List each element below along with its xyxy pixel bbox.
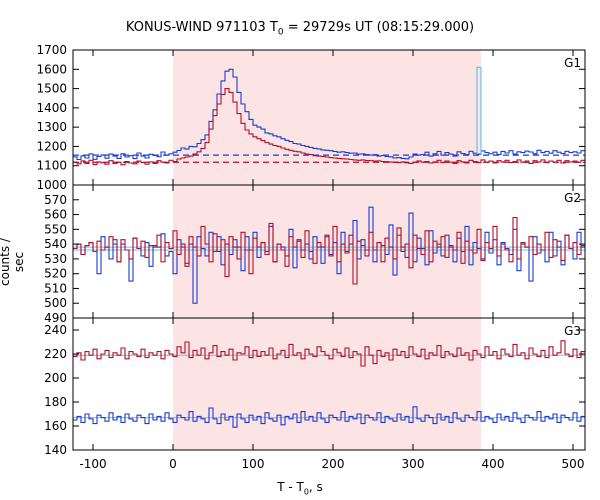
spike-g1	[476, 66, 482, 155]
y-tick-label-g1: 1600	[36, 62, 67, 76]
y-tick-label-g2: 490	[44, 311, 67, 325]
series-g1-1	[73, 88, 585, 166]
series-g2-1	[73, 216, 585, 285]
panel-frame-g3	[72, 317, 586, 451]
panel-name-g3: G3	[564, 324, 581, 338]
y-tick-label-g2: 540	[44, 237, 67, 251]
y-tick-label-g3: 240	[44, 323, 67, 337]
series-g3-1	[73, 406, 585, 428]
x-tick-label: 400	[482, 457, 505, 471]
x-tick-label: 200	[322, 457, 345, 471]
y-tick-label-g3: 180	[44, 395, 67, 409]
series-g1-0	[73, 68, 585, 161]
y-tick-label-g1: 1500	[36, 82, 67, 96]
y-tick-label-g3: 220	[44, 347, 67, 361]
y-tick-label-g1: 1000	[36, 178, 67, 192]
x-tick-label: 300	[402, 457, 425, 471]
y-tick-label-g2: 550	[44, 222, 67, 236]
y-tick-label-g1: 1100	[36, 159, 67, 173]
x-tick-label: 100	[242, 457, 265, 471]
panel-name-g1: G1	[564, 56, 581, 70]
y-tick-label-g3: 140	[44, 443, 67, 457]
x-tick-label: 500	[562, 457, 585, 471]
y-tick-label-g3: 160	[44, 419, 67, 433]
series-g3-0	[73, 340, 585, 367]
y-tick-label-g2: 510	[44, 281, 67, 295]
y-tick-label-g1: 1400	[36, 101, 67, 115]
y-tick-label-g1: 1200	[36, 139, 67, 153]
y-tick-label-g2: 520	[44, 267, 67, 281]
x-tick-label: 0	[169, 457, 177, 471]
x-axis-label: T - T0, s	[277, 480, 323, 497]
chart-title: KONUS-WIND 971103 T0 = 29729s UT (08:15:…	[125, 20, 475, 38]
x-tick-label: -100	[79, 457, 106, 471]
y-tick-label-g2: 560	[44, 208, 67, 222]
y-tick-label-g3: 200	[44, 371, 67, 385]
y-tick-label-g2: 530	[44, 252, 67, 266]
y-tick-label-g2: 500	[44, 296, 67, 310]
y-tick-label-g1: 1300	[36, 120, 67, 134]
y-tick-label-g1: 1700	[36, 43, 67, 57]
panel-name-g2: G2	[564, 191, 581, 205]
y-tick-label-g2: 570	[44, 193, 67, 207]
